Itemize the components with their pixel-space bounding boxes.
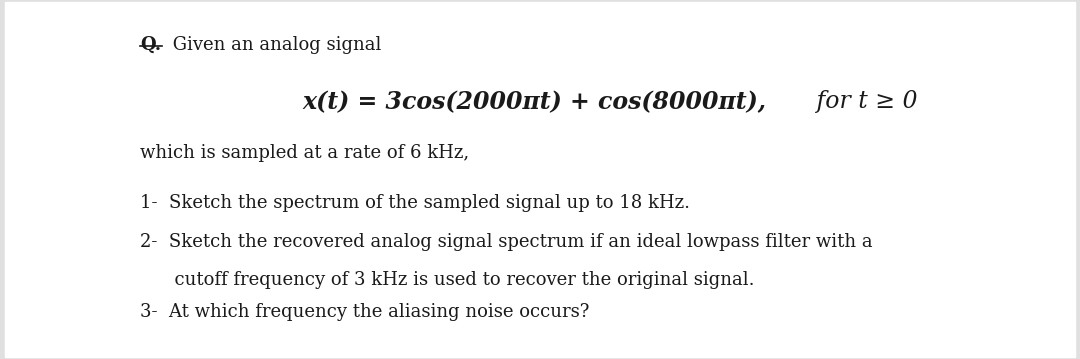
Text: cutoff frequency of 3 kHz is used to recover the original signal.: cutoff frequency of 3 kHz is used to rec…	[140, 271, 755, 289]
Text: x(t) = 3cos(2000πt) + cos(8000πt),: x(t) = 3cos(2000πt) + cos(8000πt),	[302, 90, 767, 114]
Text: 2-  Sketch the recovered analog signal spectrum if an ideal lowpass filter with : 2- Sketch the recovered analog signal sp…	[140, 233, 873, 251]
Text: Given an analog signal: Given an analog signal	[167, 36, 381, 54]
Text: for t ≥ 0: for t ≥ 0	[794, 90, 917, 113]
Text: Q.: Q.	[140, 36, 162, 54]
Text: 3-  At which frequency the aliasing noise occurs?: 3- At which frequency the aliasing noise…	[140, 303, 590, 321]
Text: 1-  Sketch the spectrum of the sampled signal up to 18 kHz.: 1- Sketch the spectrum of the sampled si…	[140, 194, 690, 212]
Text: which is sampled at a rate of 6 kHz,: which is sampled at a rate of 6 kHz,	[140, 144, 470, 162]
